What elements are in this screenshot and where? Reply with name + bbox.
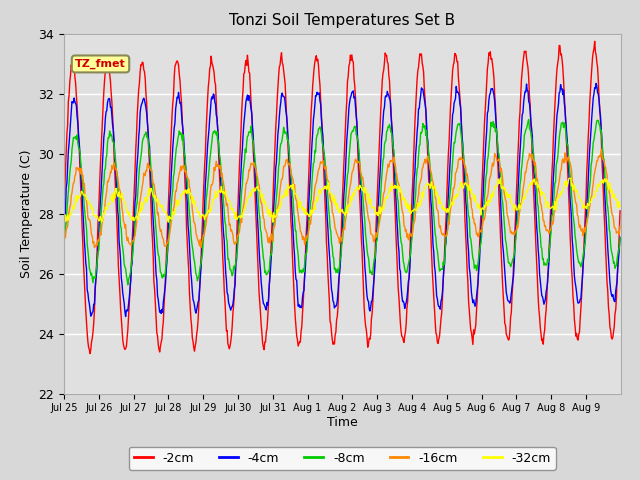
Y-axis label: Soil Temperature (C): Soil Temperature (C) [20,149,33,278]
Text: TZ_fmet: TZ_fmet [75,59,126,69]
Legend: -2cm, -4cm, -8cm, -16cm, -32cm: -2cm, -4cm, -8cm, -16cm, -32cm [129,447,556,469]
X-axis label: Time: Time [327,416,358,429]
Title: Tonzi Soil Temperatures Set B: Tonzi Soil Temperatures Set B [229,13,456,28]
